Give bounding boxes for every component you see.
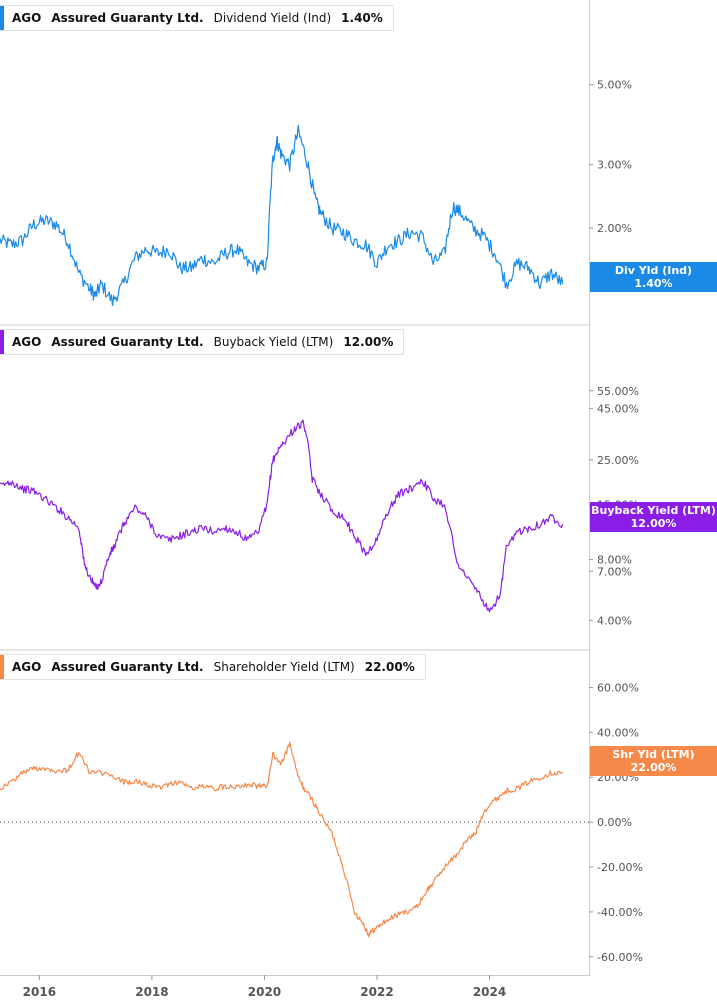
y-tick-label: 3.00% xyxy=(597,159,632,172)
latest-tag-buyback-yield: Buyback Yield (LTM) 12.00% xyxy=(590,502,717,532)
tag-label: Div Yld (Ind) xyxy=(614,264,693,277)
legend-color-bar xyxy=(0,655,4,679)
y-tick-label: 2.00% xyxy=(597,222,632,235)
x-tick-label: 2016 xyxy=(23,985,56,999)
legend-company: Assured Guaranty Ltd. xyxy=(51,660,204,674)
latest-tag-dividend-yield: Div Yld (Ind) 1.40% xyxy=(590,262,717,292)
y-tick-label: -20.00% xyxy=(597,861,643,874)
legend-buyback-yield: AGO Assured Guaranty Ltd. Buyback Yield … xyxy=(0,329,405,355)
y-tick-label: 0.00% xyxy=(597,816,632,829)
legend-company: Assured Guaranty Ltd. xyxy=(51,11,204,25)
legend-ticker: AGO xyxy=(12,11,42,25)
legend-ticker: AGO xyxy=(12,660,42,674)
legend-color-bar xyxy=(0,330,4,354)
tag-label: Shr Yld (LTM) xyxy=(612,748,695,761)
y-tick-label: -40.00% xyxy=(597,906,643,919)
y-tick-label: 60.00% xyxy=(597,681,639,694)
y-tick-label: 7.00% xyxy=(597,565,632,578)
x-tick-label: 2018 xyxy=(135,985,168,999)
series-line xyxy=(0,419,564,613)
y-tick-label: 8.00% xyxy=(597,554,632,567)
legend-company: Assured Guaranty Ltd. xyxy=(51,335,204,349)
legend-metric: Buyback Yield (LTM) xyxy=(213,335,334,349)
legend-metric: Shareholder Yield (LTM) xyxy=(213,660,355,674)
tag-value: 12.00% xyxy=(630,517,677,530)
x-tick-label: 2022 xyxy=(360,985,393,999)
y-tick-label: 5.00% xyxy=(597,79,632,92)
y-tick-label: 25.00% xyxy=(597,454,639,467)
legend-value: 12.00% xyxy=(343,335,394,349)
legend-value: 22.00% xyxy=(364,660,415,674)
legend-shareholder-yield: AGO Assured Guaranty Ltd. Shareholder Yi… xyxy=(0,654,426,680)
tag-label: Buyback Yield (LTM) xyxy=(591,504,716,517)
series-line xyxy=(0,741,563,938)
tag-value: 1.40% xyxy=(634,277,673,290)
y-tick-label: 55.00% xyxy=(597,385,639,398)
y-tick-label: -60.00% xyxy=(597,951,643,964)
x-tick-label: 2024 xyxy=(473,985,506,999)
legend-ticker: AGO xyxy=(12,335,42,349)
series-line xyxy=(0,124,564,307)
legend-dividend-yield: AGO Assured Guaranty Ltd. Dividend Yield… xyxy=(0,5,394,31)
legend-color-bar xyxy=(0,6,4,30)
legend-value: 1.40% xyxy=(341,11,383,25)
x-tick-label: 2020 xyxy=(248,985,281,999)
y-tick-label: 4.00% xyxy=(597,614,632,627)
latest-tag-shareholder-yield: Shr Yld (LTM) 22.00% xyxy=(590,746,717,776)
legend-metric: Dividend Yield (Ind) xyxy=(213,11,332,25)
y-tick-label: 40.00% xyxy=(597,726,639,739)
tag-value: 22.00% xyxy=(630,761,677,774)
y-tick-label: 45.00% xyxy=(597,402,639,415)
